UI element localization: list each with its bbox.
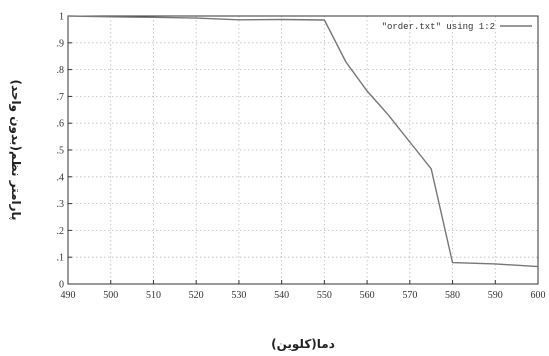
y-tick-label: .9 [57,38,65,49]
x-tick-label: 520 [189,290,204,301]
y-tick-label: .5 [57,146,65,157]
x-tick-label: 490 [61,290,76,301]
y-tick-label: .7 [57,92,65,103]
x-axis-title: دما(کلوین) [271,337,335,352]
x-tick-label: 530 [231,290,246,301]
y-tick-label: .8 [57,65,65,76]
grid-lines [68,16,538,284]
x-tick-label: 570 [402,290,417,301]
plot-frame [67,15,539,285]
series-layer [67,15,539,268]
y-tick-label: .6 [57,119,65,130]
legend: "order.txt" using 1:2 [382,22,532,32]
y-axis-title: پارامتر نظم(بدون واحد) [8,79,23,220]
x-tick-label: 550 [317,290,332,301]
x-tick-label: 600 [531,290,546,301]
series-line-order [67,15,539,268]
x-tick-label: 510 [146,290,161,301]
x-tick-label: 590 [488,290,503,301]
y-tick-label: .1 [57,253,65,264]
x-tick-label: 580 [445,290,460,301]
x-tick-label: 500 [103,290,118,301]
y-tick-label: 1 [59,12,64,23]
y-tick-label: .2 [57,226,65,237]
x-axis-ticks: 490 500 510 520 530 540 550 560 570 580 590 600 [61,280,546,301]
legend-label-order: "order.txt" using 1:2 [382,22,495,32]
y-axis-ticks: 0 .1 .2 .3 .4 .5 .6 .7 .8 .9 1 [57,12,72,291]
y-tick-label: 0 [59,280,64,291]
y-tick-label: .4 [57,172,65,183]
x-tick-label: 540 [274,290,289,301]
y-tick-label: .3 [57,199,65,210]
x-tick-label: 560 [360,290,375,301]
